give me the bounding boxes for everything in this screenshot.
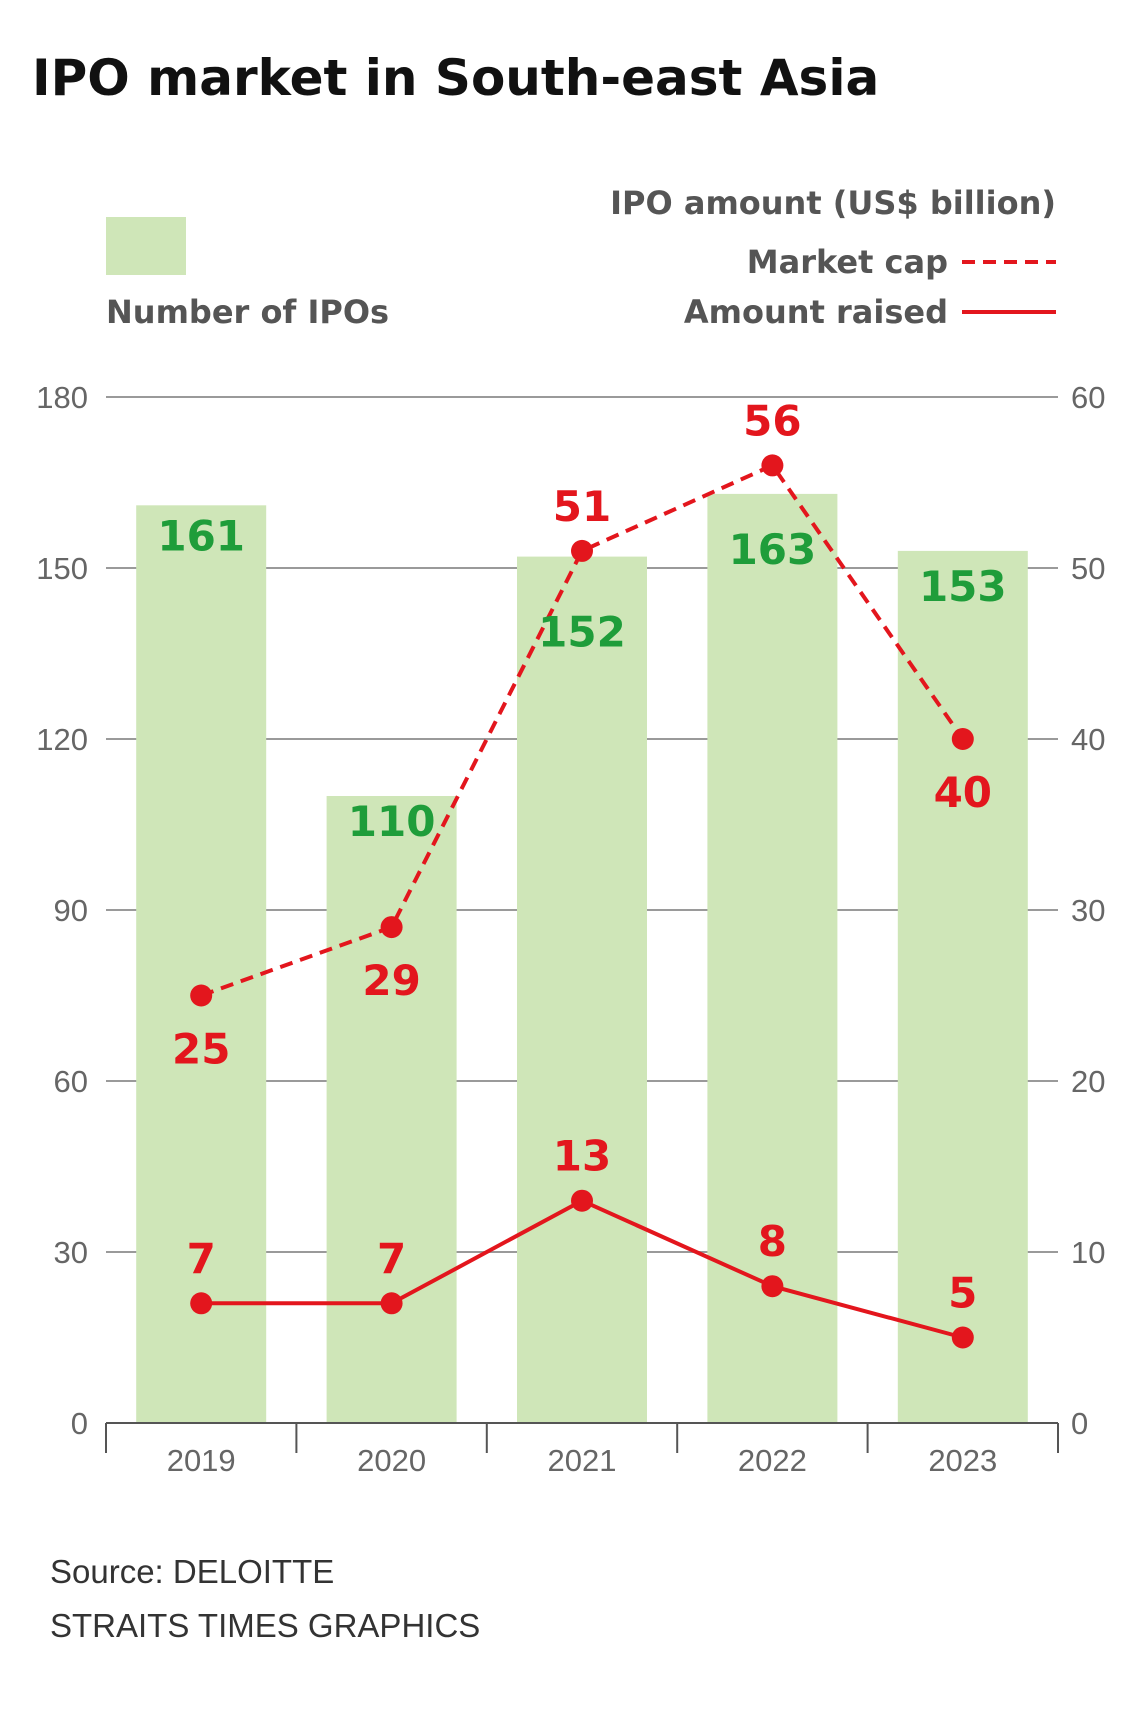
axes: 0 30 60 90 120 150 180 0 10 20 30 40 50 60 2019 2020 202… <box>36 380 1105 1478</box>
market-cap-point <box>190 984 213 1007</box>
bar-value-label: 161 <box>157 511 245 560</box>
bar-value-label: 110 <box>348 797 436 846</box>
market-cap-point <box>380 916 403 939</box>
amount-raised-point <box>761 1275 784 1298</box>
right-axis-tick-label: 0 <box>1071 1406 1088 1441</box>
bar-value-label: 163 <box>729 525 817 574</box>
amount-raised-value-label: 7 <box>377 1234 406 1283</box>
right-axis-tick-label: 20 <box>1071 1064 1105 1099</box>
left-axis-tick-label: 180 <box>36 380 88 415</box>
amount-raised-point <box>951 1326 974 1349</box>
chart-title: IPO market in South-east Asia <box>32 49 879 107</box>
market-cap-value-label: 29 <box>362 956 420 1005</box>
left-axis-tick-label: 150 <box>36 551 88 586</box>
bars <box>136 493 1028 1423</box>
bar-value-label: 153 <box>919 562 1007 611</box>
amount-raised-value-label: 13 <box>553 1132 611 1181</box>
market-cap-point <box>571 539 593 562</box>
amount-raised-point <box>380 1292 403 1315</box>
amount-raised-value-label: 8 <box>758 1217 787 1266</box>
legend-line-title: IPO amount (US$ billion) <box>610 184 1056 222</box>
market-cap-value-label: 56 <box>743 396 801 445</box>
legend-bar-label: Number of IPOs <box>106 293 389 331</box>
bar <box>326 796 457 1423</box>
x-axis-tick-label: 2023 <box>928 1443 997 1478</box>
source-text: Source: DELOITTE <box>50 1553 334 1590</box>
right-axis-tick-label: 10 <box>1071 1235 1105 1270</box>
legend-amount-raised-label: Amount raised <box>684 293 948 331</box>
right-axis-tick-label: 40 <box>1071 722 1105 757</box>
x-axis-tick-label: 2022 <box>738 1443 807 1478</box>
right-axis-tick-label: 60 <box>1071 380 1105 415</box>
right-axis-tick-label: 30 <box>1071 893 1105 928</box>
series-lines <box>190 454 974 1349</box>
right-axis-tick-label: 50 <box>1071 551 1105 586</box>
data-labels: 161 110 152 163 153 25 29 51 56 40 7 7 13 8 5 <box>157 396 1006 1317</box>
bar <box>897 550 1028 1423</box>
bar <box>517 556 647 1423</box>
legend-market-cap-label: Market cap <box>747 243 948 281</box>
left-axis-tick-label: 0 <box>71 1406 88 1441</box>
x-axis-tick-label: 2019 <box>167 1443 236 1478</box>
x-axis-tick-label: 2020 <box>357 1443 426 1478</box>
left-axis-tick-label: 30 <box>54 1235 88 1270</box>
credit-text: STRAITS TIMES GRAPHICS <box>50 1607 480 1644</box>
market-cap-value-label: 40 <box>934 768 992 817</box>
left-axis-tick-label: 120 <box>36 722 88 757</box>
bar-value-label: 152 <box>538 608 626 657</box>
amount-raised-value-label: 5 <box>948 1269 977 1318</box>
bar <box>136 505 267 1423</box>
legend-bar-swatch <box>106 217 186 275</box>
x-axis-tick-label: 2021 <box>548 1443 617 1478</box>
amount-raised-value-label: 7 <box>187 1234 216 1283</box>
market-cap-line <box>200 462 965 998</box>
left-axis-tick-label: 60 <box>54 1064 88 1099</box>
market-cap-point <box>761 454 784 477</box>
market-cap-point <box>951 728 974 750</box>
market-cap-value-label: 51 <box>553 482 611 531</box>
market-cap-value-label: 25 <box>172 1025 230 1074</box>
left-axis-tick-label: 90 <box>54 893 88 928</box>
amount-raised-point <box>571 1189 593 1212</box>
amount-raised-point <box>190 1292 213 1315</box>
